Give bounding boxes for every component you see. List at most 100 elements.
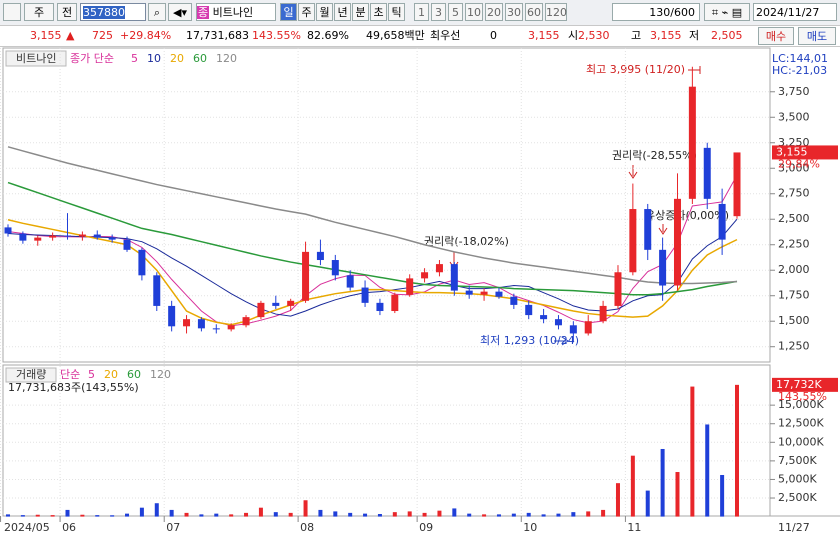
last-price: 3,155	[776, 145, 808, 158]
candle-body	[49, 235, 57, 238]
interval-button[interactable]: 120	[545, 3, 567, 21]
candle-body	[599, 305, 607, 322]
open-label: 시	[568, 29, 579, 42]
market-select[interactable]: 주	[24, 3, 54, 21]
interval-button[interactable]: 30	[505, 3, 523, 21]
volume-bar	[437, 510, 442, 517]
candle-body	[346, 275, 354, 288]
volume-bar	[645, 490, 650, 517]
title-box	[5, 367, 57, 383]
volume-bar	[675, 472, 680, 517]
period-button[interactable]: 틱	[388, 3, 405, 21]
volume-bar	[288, 512, 293, 517]
date-box[interactable]: 2024/11/27	[753, 3, 837, 21]
candle-body	[242, 317, 250, 326]
candle-body	[227, 325, 235, 330]
period-button[interactable]: 년	[334, 3, 351, 21]
y-tick-label: 3,750	[778, 85, 810, 98]
low: 2,505	[711, 29, 743, 42]
volume-bar	[318, 509, 323, 517]
volume-bar	[50, 515, 55, 517]
code: 357880	[83, 6, 125, 19]
volume-bar	[110, 515, 115, 517]
volume-bar	[407, 511, 412, 517]
volume-bar	[35, 514, 40, 517]
volume-bar	[125, 513, 130, 517]
annotation: 최저 1,293 (10/24)	[480, 334, 579, 347]
tool-buttons[interactable]: ⌗ ⌁ ▤	[704, 3, 750, 21]
volume-bar	[20, 515, 25, 517]
volume-bar	[690, 386, 695, 517]
candle-body	[331, 260, 339, 276]
open: 2,530	[578, 29, 610, 42]
legend-prefix: 종가 단순	[70, 52, 114, 65]
legend-entry: 20	[170, 52, 184, 65]
volume-bar	[735, 384, 739, 517]
annotation-arrow	[658, 224, 668, 235]
volume-bar	[244, 512, 249, 517]
candle-body	[659, 249, 667, 286]
candle-body	[673, 198, 681, 286]
candle-body	[183, 319, 191, 327]
annotation-arrow	[554, 336, 569, 346]
y-tick-label: 2,500	[778, 212, 810, 225]
search-button[interactable]: ⌕	[148, 3, 166, 21]
y-tick-label: 3,000	[778, 161, 810, 174]
interval-button[interactable]: 20	[485, 3, 503, 21]
candle-body	[435, 264, 443, 273]
annotation: 권리락(-28,55%)	[612, 149, 697, 162]
volume-bar	[199, 514, 204, 517]
period-button[interactable]: 분	[352, 3, 369, 21]
ratio: 82.69%	[307, 29, 349, 42]
interval-button[interactable]: 3	[431, 3, 446, 21]
up-arrow: ▲	[66, 29, 75, 42]
sound-button[interactable]: ◀▾	[168, 3, 192, 21]
interval-button[interactable]: 5	[448, 3, 463, 21]
volume-bar	[541, 514, 546, 517]
title-box	[5, 50, 67, 67]
candle-body	[495, 291, 503, 297]
candle-body	[391, 294, 399, 312]
sell-button[interactable]: 매도	[798, 27, 836, 45]
x-tick-label: 06	[62, 521, 76, 534]
name-box[interactable]: 종 비트나인	[196, 3, 276, 21]
type-icon: 종	[197, 6, 210, 19]
legend-prefix: 단순	[60, 368, 80, 381]
volume-bar	[615, 483, 620, 517]
legend-entry: 5	[131, 52, 138, 65]
volume-bar	[184, 512, 189, 517]
candle-body	[644, 209, 652, 250]
period-button[interactable]: 초	[370, 3, 387, 21]
range-select[interactable]: 전	[57, 3, 77, 21]
x-tick-label: 08	[300, 521, 314, 534]
candle-body	[406, 278, 414, 295]
change-rate: +29.84%	[120, 29, 172, 42]
candle-body	[302, 251, 310, 301]
candle-body	[78, 234, 86, 237]
candle-body	[421, 272, 429, 279]
high-label: 고	[631, 29, 642, 42]
code-input[interactable]: 357880	[80, 3, 146, 21]
y-tick-label: 5,000K	[778, 472, 817, 485]
period-button[interactable]: 일	[280, 3, 297, 21]
candle-body	[554, 319, 562, 326]
ask: 3,155	[528, 29, 560, 42]
candle-body	[465, 290, 473, 295]
x-tick-label: 09	[419, 521, 433, 534]
x-tick-label: 11	[627, 521, 641, 534]
volume-bar	[422, 512, 427, 517]
ma-line	[7, 181, 738, 296]
interval-button[interactable]: 1	[414, 3, 429, 21]
interval-button[interactable]: 60	[525, 3, 543, 21]
period-button[interactable]: 월	[316, 3, 333, 21]
buy-button[interactable]: 매수	[758, 27, 794, 45]
candle-body	[584, 321, 592, 334]
annotation: 유상증자(0,00%)	[645, 209, 729, 222]
count-box[interactable]: 130/600	[612, 3, 700, 21]
interval-button[interactable]: 10	[465, 3, 483, 21]
volume-bar	[571, 512, 576, 517]
menu-icon[interactable]	[3, 3, 21, 21]
period-button[interactable]: 주	[298, 3, 315, 21]
annotation-arrow	[449, 252, 459, 269]
